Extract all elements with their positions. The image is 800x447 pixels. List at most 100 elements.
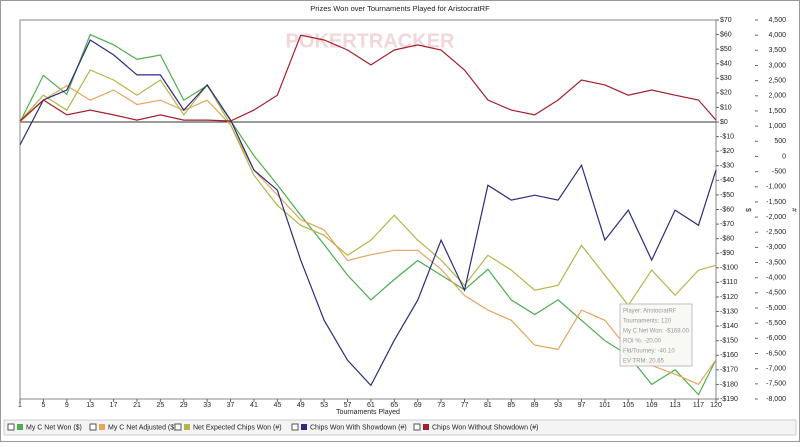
x-tick-label: 33 (203, 402, 211, 409)
y-tick-label: -$60 (720, 206, 734, 213)
y-tick-label: -$160 (720, 352, 738, 359)
x-tick-label: 69 (414, 402, 422, 409)
y-tick-label: -$30 (720, 163, 734, 170)
x-tick-label: 57 (344, 402, 352, 409)
legend-label[interactable]: My C Net Adjusted ($) (108, 424, 176, 431)
y-tick-label: $0 (720, 119, 728, 126)
legend-checkbox[interactable] (89, 423, 97, 431)
x-tick-label: 53 (320, 402, 328, 409)
x-tick-label: 25 (156, 402, 164, 409)
legend-swatch[interactable] (99, 424, 105, 430)
y2-tick-label: 2,500 (768, 77, 786, 84)
x-tick-label: 120 (710, 402, 722, 409)
y-tick-label: -$150 (720, 338, 738, 345)
tooltip-line: My C Net Won: -$168.00 (623, 329, 690, 335)
x-tick-label: 5 (41, 402, 45, 409)
legend-checkbox[interactable] (413, 423, 421, 431)
x-tick-label: 109 (646, 402, 658, 409)
x-tick-label: 17 (110, 402, 118, 409)
y-tick-label: -$10 (720, 133, 734, 140)
x-tick-label: 29 (180, 402, 188, 409)
y2-tick-label: 3,000 (768, 62, 786, 69)
x-tick-label: 117 (693, 402, 704, 409)
y-tick-label: -$40 (720, 177, 734, 184)
x-tick-label: 13 (86, 402, 94, 409)
y2-tick-label: -6,500 (766, 350, 786, 357)
y2-tick-label: -6,000 (766, 335, 786, 342)
y2-tick-label: -4,500 (766, 290, 786, 297)
y-tick-label: -$170 (720, 367, 738, 374)
legend-swatch[interactable] (423, 424, 429, 430)
x-tick-label: 77 (461, 402, 469, 409)
y2-tick-label: -3,500 (766, 259, 786, 266)
y2-tick-label: 0 (782, 153, 786, 160)
x-tick-label: 93 (554, 402, 562, 409)
y-tick-label: $70 (720, 17, 732, 24)
legend-label[interactable]: Net Expected Chips Won (#) (193, 424, 282, 431)
y-tick-label: -$140 (720, 323, 738, 330)
watermark: POKERTRACKER (286, 30, 455, 52)
x-tick-label: 105 (622, 402, 634, 409)
legend-swatch[interactable] (301, 424, 307, 430)
y-tick-label: -$70 (720, 221, 734, 228)
y2-tick-label: -1,500 (766, 199, 786, 206)
y-tick-label: -$90 (720, 250, 734, 257)
y2-tick-label: -7,500 (766, 381, 786, 388)
tooltip-line: Fld/Tourney: -40.10 (623, 349, 675, 355)
legend-checkbox[interactable] (7, 423, 15, 431)
y-tick-label: -$110 (720, 279, 737, 286)
legend-swatch[interactable] (184, 424, 190, 430)
x-tick-label: 101 (599, 402, 611, 409)
y-tick-label: -$50 (720, 192, 734, 199)
series-line (19, 39, 717, 387)
y2-tick-label: -5,000 (766, 305, 786, 312)
x-tick-label: 81 (484, 402, 492, 409)
y-tick-label: -$120 (720, 294, 738, 301)
y2-tick-label: 4,500 (768, 17, 786, 24)
y2-tick-label: -7,000 (766, 366, 786, 373)
legend-checkbox[interactable] (174, 423, 182, 431)
tooltip-line: EV TRM: 20.65 (623, 359, 665, 365)
y2-tick-label: 1,000 (768, 123, 786, 130)
legend-label[interactable]: My C Net Won ($) (26, 424, 82, 431)
y-tick-label: -$80 (720, 235, 734, 242)
x-tick-label: 41 (250, 402, 258, 409)
y2-tick-label: -2,000 (766, 214, 786, 221)
x-tick-label: 61 (367, 402, 375, 409)
series-line (19, 33, 717, 396)
y2-tick-label: 3,500 (768, 47, 786, 54)
x-tick-label: 113 (669, 402, 680, 409)
y-tick-label: $30 (720, 75, 732, 82)
series-line (19, 34, 717, 122)
x-tick-label: 21 (133, 402, 141, 409)
y2-tick-label: 2,000 (768, 93, 786, 100)
x-axis-label: Tournaments Played (336, 409, 400, 416)
y2-tick-label: -8,000 (766, 396, 786, 403)
y-tick-label: $10 (720, 104, 732, 111)
x-tick-label: 85 (507, 402, 515, 409)
y-axis-label: $ (744, 208, 751, 212)
y-tick-label: -$20 (720, 148, 734, 155)
tooltip-line: ROI %: -20.00 (623, 339, 662, 345)
legend-box (3, 419, 797, 436)
x-tick-label: 45 (273, 402, 281, 409)
legend-checkbox[interactable] (291, 423, 299, 431)
y-tick-label: -$100 (720, 265, 738, 272)
y-tick-label: $40 (720, 61, 732, 68)
legend-label[interactable]: Chips Won Without Showdown (#) (432, 424, 538, 431)
y2-tick-label: -5,500 (766, 320, 786, 327)
x-tick-label: 89 (531, 402, 539, 409)
x-tick-label: 65 (390, 402, 398, 409)
legend-swatch[interactable] (17, 424, 23, 430)
series-line (19, 84, 717, 386)
y-tick-label: $50 (720, 46, 732, 53)
y2-tick-label: -4,000 (766, 275, 786, 282)
y2-tick-label: -500 (772, 168, 786, 175)
y2-tick-label: 4,000 (768, 32, 786, 39)
tooltip-line: Player: AristocratRF (623, 309, 677, 315)
y2-axis-label: # (790, 208, 797, 212)
legend-label[interactable]: Chips Won With Showdown (#) (310, 424, 407, 431)
x-tick-label: 73 (437, 402, 445, 409)
x-tick-label: 1 (18, 402, 22, 409)
y2-tick-label: 500 (774, 138, 786, 145)
